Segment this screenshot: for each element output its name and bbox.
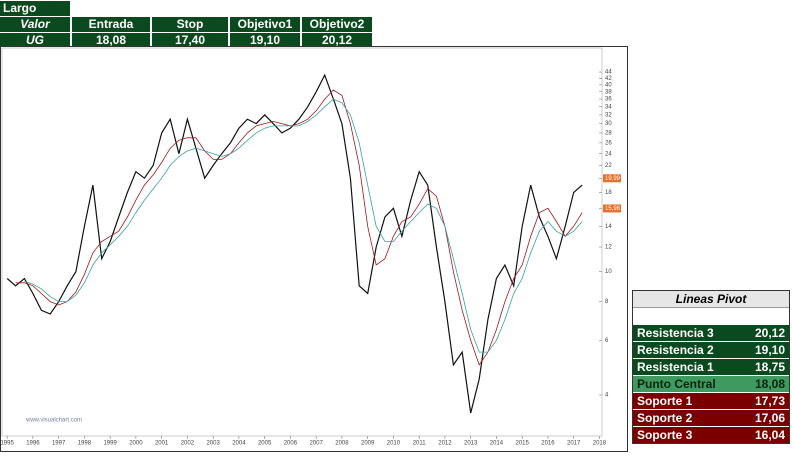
x-tick-label: 2018	[593, 441, 607, 447]
x-tick-label: 2015	[515, 441, 529, 447]
x-tick-label: 2009	[361, 441, 375, 447]
y-tick-label: 42	[605, 76, 612, 82]
pivot-label: Punto Central	[637, 377, 716, 391]
x-tick-label: 2004	[232, 441, 246, 447]
pivot-table: Lineas Pivot Resistencia 3 20,12 Resistenci…	[632, 290, 790, 444]
x-tick-label: 2006	[284, 441, 298, 447]
y-tick-label: 6	[605, 338, 609, 344]
y-tick-label: 40	[605, 82, 612, 88]
chart: 4681012141618202224262830323436384042441…	[0, 46, 628, 452]
y-tick-label: 36	[605, 97, 612, 103]
price-marker	[603, 174, 621, 183]
x-tick-label: 2000	[129, 441, 143, 447]
pivot-value: 18,75	[754, 360, 785, 374]
pivot-label: Soporte 1	[637, 394, 693, 408]
x-tick-label: 2014	[490, 441, 504, 447]
header-column: Objetivo1	[230, 17, 300, 32]
header-column: Stop	[152, 17, 228, 32]
y-tick-label: 44	[605, 70, 612, 76]
header-column: Valor	[0, 17, 70, 32]
x-tick-label: 2012	[438, 441, 452, 447]
y-tick-label: 22	[605, 163, 612, 169]
pivot-value: 17,73	[754, 394, 785, 408]
y-tick-label: 10	[605, 269, 612, 275]
y-tick-label: 34	[605, 104, 612, 110]
pivot-row: Soporte 2 17,06	[633, 409, 789, 426]
header-column: Objetivo2	[302, 17, 372, 32]
pivot-label: Resistencia 2	[637, 343, 714, 357]
pivot-label: Soporte 3	[637, 428, 693, 442]
y-tick-label: 32	[605, 113, 612, 119]
y-tick-label: 38	[605, 89, 612, 95]
pivot-title: Lineas Pivot	[633, 291, 789, 308]
x-tick-label: 2005	[258, 441, 272, 447]
x-tick-label: 1997	[52, 441, 66, 447]
header-column: Entrada	[72, 17, 150, 32]
x-tick-label: 2001	[155, 441, 169, 447]
header-value: 20,12	[302, 33, 372, 48]
pivot-label: Resistencia 3	[637, 326, 714, 340]
chart-frame	[0, 46, 628, 452]
y-tick-label: 28	[605, 130, 612, 136]
pivot-value: 17,06	[754, 411, 785, 425]
header-value: 17,40	[152, 33, 228, 48]
pivot-value: 20,12	[754, 326, 785, 340]
pivot-row: Punto Central 18,08	[633, 375, 789, 392]
x-tick-label: 2011	[413, 441, 427, 447]
watermark: www.visualchart.com	[25, 418, 82, 424]
pivot-spacer	[633, 308, 789, 324]
header-value: 19,10	[230, 33, 300, 48]
pivot-row: Resistencia 3 20,12	[633, 324, 789, 341]
x-tick-label: 2010	[387, 441, 401, 447]
x-tick-label: 1995	[0, 441, 14, 447]
price-marker-label: 19,99	[605, 176, 621, 182]
series-line	[24, 98, 583, 353]
x-tick-label: 1998	[78, 441, 92, 447]
x-tick-label: 1999	[103, 441, 117, 447]
y-tick-label: 18	[605, 190, 612, 196]
y-tick-label: 26	[605, 140, 612, 146]
header-value: 18,08	[72, 33, 150, 48]
plot-area	[1, 47, 603, 437]
pivot-row: Soporte 1 17,73	[633, 392, 789, 409]
header-value: UG	[0, 33, 70, 48]
price-marker-label: 15,98	[605, 206, 621, 212]
y-tick-label: 24	[605, 151, 612, 157]
y-tick-label: 12	[605, 245, 612, 251]
x-tick-label: 2016	[541, 441, 555, 447]
pivot-row: Resistencia 2 19,10	[633, 341, 789, 358]
pivot-row: Soporte 3 16,04	[633, 426, 789, 443]
price-marker	[603, 204, 621, 213]
x-tick-label: 2007	[309, 441, 323, 447]
y-tick-label: 4	[605, 393, 609, 399]
x-tick-label: 2003	[206, 441, 220, 447]
y-tick-label: 30	[605, 121, 612, 127]
header-title: Largo	[0, 1, 70, 16]
y-tick-label: 8	[605, 299, 609, 305]
pivot-value: 19,10	[754, 343, 785, 357]
pivot-value: 16,04	[754, 428, 785, 442]
x-tick-label: 2017	[567, 441, 581, 447]
pivot-row: Resistencia 1 18,75	[633, 358, 789, 375]
series-line	[6, 73, 583, 414]
x-tick-label: 2002	[181, 441, 195, 447]
pivot-value: 18,08	[754, 377, 785, 391]
x-tick-label: 2008	[335, 441, 349, 447]
pivot-label: Soporte 2	[637, 411, 693, 425]
pivot-label: Resistencia 1	[637, 360, 714, 374]
y-tick-label: 14	[605, 224, 612, 230]
x-tick-label: 2013	[464, 441, 478, 447]
x-tick-label: 1996	[26, 441, 40, 447]
